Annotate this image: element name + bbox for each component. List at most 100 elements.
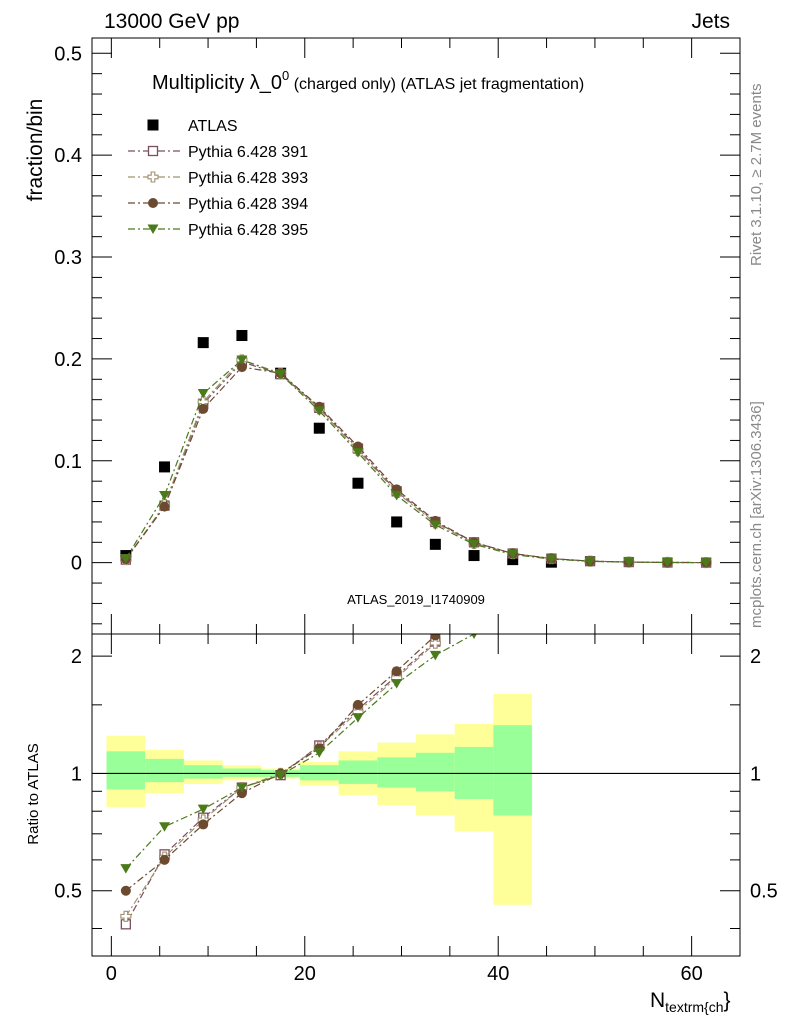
ratio-y-tick-label: 0.5 [54, 881, 82, 903]
ratio-point [430, 634, 441, 641]
legend-marker [148, 198, 158, 208]
series-pythia-6-428-395 [120, 355, 712, 568]
ratio-axis-ticks: 0.5 0.51 12 20 20 40 60 [54, 634, 778, 985]
data-point [159, 501, 170, 512]
data-point [584, 556, 596, 567]
series-line [125, 359, 707, 564]
ratio-y-tick-label: 1 [71, 763, 82, 785]
inner-band [183, 765, 223, 779]
ratio-y-tick-label-right: 0.5 [750, 881, 778, 903]
x-tick-label: 0 [106, 963, 117, 985]
series-pythia-6-428-391 [120, 356, 712, 568]
inner-band [416, 752, 455, 792]
data-point [275, 369, 287, 380]
inner-band [222, 768, 262, 777]
y-axis-label: fraction/bin [24, 99, 47, 202]
legend-label: Pythia 6.428 391 [188, 144, 308, 161]
data-point [236, 329, 248, 341]
data-point [623, 557, 635, 568]
ratio-y-tick-label: 2 [71, 646, 82, 668]
ratio-point [120, 885, 131, 896]
data-point [429, 538, 441, 550]
main-axis-ticks: 0 0.1 0.2 0.3 0.4 0.5 [54, 38, 740, 634]
analysis-watermark: ATLAS_2019_I1740909 [347, 592, 485, 607]
ratio-y-tick-label-right: 2 [750, 646, 761, 668]
legend: ATLAS Pythia 6.428 391 Pythia 6.428 393 Pyt… [128, 118, 308, 239]
inner-band [377, 757, 416, 788]
legend-item: Pythia 6.428 395 [128, 222, 308, 239]
legend-marker [147, 145, 159, 157]
data-point [429, 520, 441, 530]
x-tick-label: 60 [681, 963, 703, 985]
ratio-point [236, 783, 248, 793]
y-tick-label: 0.2 [54, 349, 82, 371]
data-point [352, 477, 364, 489]
data-point [159, 490, 171, 501]
y-tick-label: 0.1 [54, 451, 82, 473]
data-point [197, 389, 209, 399]
plot-title: Multiplicity λ_00 (charged only) (ATLAS … [152, 68, 584, 94]
data-point [313, 406, 325, 416]
series-line [125, 366, 707, 564]
inner-band [338, 760, 378, 784]
ratio-point [120, 864, 132, 874]
legend-label: Pythia 6.428 395 [188, 222, 308, 239]
data-point [507, 554, 519, 566]
data-point [391, 516, 403, 528]
x-axis-label-brace: } [724, 989, 731, 1012]
data-point [198, 403, 209, 414]
ratio-point [198, 819, 209, 830]
ratio-point [391, 679, 403, 689]
legend-item: Pythia 6.428 393 [128, 170, 308, 187]
ratio-y-tick-label-right: 1 [750, 763, 761, 785]
data-point [545, 554, 557, 565]
main-series-group [120, 329, 712, 569]
ratio-point [236, 788, 247, 799]
ratio-point [313, 748, 325, 758]
rivet-label: Rivet 3.1.10, ≥ 2.7M events [748, 84, 765, 267]
x-tick-label: 40 [487, 963, 509, 985]
title-superscript: 0 [282, 68, 289, 83]
ratio-frame [91, 633, 741, 957]
legend-label: ATLAS [188, 118, 238, 135]
ratio-series-pythia-6-428-395 [120, 634, 477, 874]
ratio-uncertainty-bands [92, 693, 740, 905]
data-point [507, 550, 519, 560]
x-axis-label-subscript: textrm{ch [665, 999, 723, 1015]
data-point [159, 461, 171, 473]
inner-band [493, 725, 533, 816]
mcplots-label: mcplots.cern.ch [arXiv:1306.3436] [748, 401, 765, 628]
data-point [352, 448, 364, 458]
series-line [125, 359, 707, 564]
ratio-point [120, 910, 132, 922]
series-pythia-6-428-393 [120, 354, 712, 569]
ratio-point [352, 713, 364, 723]
legend-marker [147, 224, 159, 234]
series-pythia-6-428-394 [120, 362, 712, 568]
ratio-series-group [120, 634, 477, 930]
legend-label: Pythia 6.428 393 [188, 170, 308, 187]
legend-marker [147, 119, 159, 131]
x-axis-label: Ntextrm{ch} [650, 989, 731, 1015]
x-tick-label: 20 [294, 963, 316, 985]
data-point [700, 558, 712, 568]
title-suffix: (charged only) (ATLAS jet fragmentation) [289, 76, 584, 93]
ratio-point [352, 699, 363, 710]
inner-band [106, 751, 146, 790]
inner-band [145, 758, 184, 783]
ratio-point [429, 637, 441, 649]
data-point [468, 550, 480, 562]
ratio-point [275, 770, 287, 781]
legend-label: Pythia 6.428 394 [188, 196, 308, 213]
data-point [197, 337, 209, 349]
y-tick-label: 0.4 [54, 145, 82, 167]
energy-label: 13000 GeV pp [104, 10, 239, 33]
data-point [120, 554, 132, 564]
data-point [236, 362, 247, 373]
ratio-point [391, 666, 402, 677]
ratio-y-axis-label: Ratio to ATLAS [25, 743, 42, 844]
data-point [391, 490, 403, 501]
legend-item: ATLAS [147, 118, 238, 135]
jets-label: Jets [691, 10, 730, 33]
